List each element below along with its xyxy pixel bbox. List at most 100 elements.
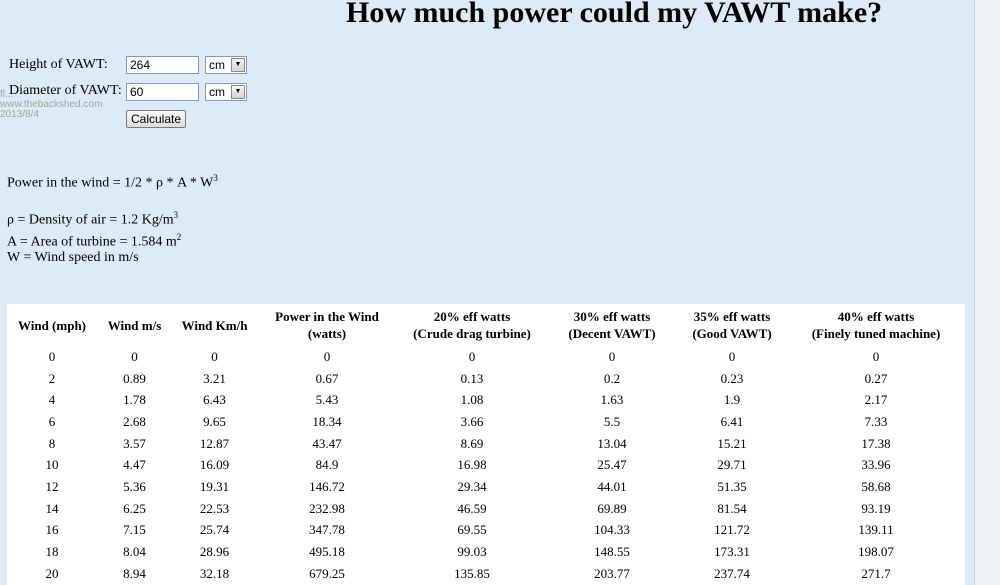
area-text: A = Area of turbine = 1.584 m	[7, 234, 177, 250]
page-title: How much power could my VAWT make?	[346, 0, 883, 29]
table-cell: 18	[45, 544, 59, 560]
table-cell: 6.25	[123, 500, 146, 516]
table-cell: 16	[45, 522, 59, 538]
column-header: 20% eff watts (Crude drag turbine)	[397, 304, 547, 346]
table-cell: 84.9	[315, 457, 339, 473]
table-cell: 15.21	[717, 435, 747, 451]
chevron-down-icon: ▼	[231, 85, 245, 99]
table-cell: 8.04	[123, 544, 146, 560]
table-cell: 28.96	[199, 544, 230, 560]
table-cell: 5.43	[315, 392, 339, 408]
table-cell: 0	[131, 348, 138, 364]
table-cell: 1.63	[600, 392, 624, 408]
density-definition: ρ = Density of air = 1.2 Kg/m3	[7, 210, 178, 229]
table-cell: 1.08	[460, 392, 484, 408]
table-cell: 69.55	[457, 522, 487, 538]
table-cell: 25.47	[597, 457, 627, 473]
table-cell: 69.89	[597, 500, 627, 516]
watermark: fl... www.thebackshed.com 2013/8/4	[0, 90, 102, 120]
table-cell: 93.19	[861, 500, 891, 516]
table-cell: 46.59	[457, 500, 487, 516]
table-cell: 29.34	[457, 478, 487, 494]
height-input[interactable]	[126, 56, 199, 74]
column-header-line: Wind (mph)	[17, 317, 87, 333]
table-cell: 12.87	[199, 435, 230, 451]
table-cell: 0.23	[720, 370, 744, 386]
table-cell: 17.38	[861, 435, 891, 451]
table-cell: 6.41	[720, 413, 744, 429]
height-unit-select[interactable]: cm ▼	[205, 56, 247, 74]
table-cell: 0.13	[460, 370, 484, 386]
table-row: 12 5.36 19.31 146.72 29.34 44.01 51.35 58.68	[7, 476, 965, 498]
watermark-line: 2013/8/4	[0, 109, 39, 120]
table-cell: 0	[48, 348, 56, 364]
table-cell: 0	[211, 348, 218, 364]
table-cell: 173.31	[714, 544, 750, 560]
table-row: 14 6.25 22.53 232.98 46.59 69.89 81.54 93.19	[7, 498, 965, 520]
density-exponent: 3	[173, 210, 179, 220]
calculate-button[interactable]: Calculate	[126, 110, 187, 128]
table-cell: 271.7	[861, 565, 891, 581]
table-cell: 0.89	[123, 370, 146, 386]
table-cell: 33.96	[861, 457, 891, 473]
table-cell: 51.35	[717, 478, 747, 494]
table-cell: 1.78	[123, 392, 146, 408]
table-cell: 679.25	[309, 565, 345, 581]
table-cell: 3.66	[460, 413, 484, 429]
table-row: 4 1.78 6.43 5.43 1.08 1.63 1.9 2.17	[7, 389, 965, 411]
table-cell: 10	[45, 457, 59, 473]
power-table: Wind (mph) Wind m/s Wind Km/h Power in the …	[7, 304, 965, 585]
height-label: Height of VAWT:	[9, 57, 108, 72]
column-header-subline: (Crude drag turbine)	[413, 326, 531, 341]
table-cell: 99.03	[457, 544, 487, 560]
chevron-down-icon: ▼	[231, 58, 245, 72]
table-cell: 44.01	[597, 478, 627, 494]
table-cell: 22.53	[199, 500, 230, 516]
height-unit-value: cm	[209, 58, 225, 72]
column-header: Wind Km/h	[172, 304, 257, 346]
table-cell: 237.74	[714, 565, 750, 581]
diameter-label: Diameter of VAWT:	[9, 83, 122, 98]
column-header-line: Wind m/s	[107, 317, 162, 333]
table-cell: 148.55	[594, 544, 630, 560]
table-row: 0 0 0 0 0 0 0 0	[7, 346, 965, 368]
area-definition: A = Area of turbine = 1.584 m2	[7, 232, 181, 251]
table-cell: 8.94	[123, 565, 146, 581]
table-cell: 198.07	[858, 544, 894, 560]
table-cell: 203.77	[594, 565, 630, 581]
table-cell: 1.9	[723, 392, 741, 408]
diameter-unit-select[interactable]: cm ▼	[205, 83, 247, 101]
table-row: 18 8.04 28.96 495.18 99.03 148.55 173.31 198.07	[7, 541, 965, 563]
table-cell: 4	[48, 392, 56, 408]
table-cell: 12	[45, 478, 59, 494]
table-row: 20 8.94 32.18 679.25 135.85 203.77 237.74 271.7	[7, 563, 965, 585]
table-body: 0 0 0 0 0 0 0 0 2 0.89 3.21 0.67 0.13 0.2 0.23 0.27 4 1.7…	[7, 346, 965, 585]
column-header-line: 30% eff watts	[573, 309, 651, 324]
table-cell: 0	[872, 348, 880, 364]
table-cell: 81.54	[717, 500, 747, 516]
table-cell: 2.68	[123, 413, 146, 429]
table-cell: 29.71	[717, 457, 747, 473]
diameter-input[interactable]	[126, 83, 199, 101]
table-cell: 0.2	[603, 370, 621, 386]
column-header: 30% eff watts (Decent VAWT)	[547, 304, 677, 346]
density-text: ρ = Density of air = 1.2 Kg/m	[7, 212, 174, 228]
table-row: 16 7.15 25.74 347.78 69.55 104.33 121.72 139.11	[7, 520, 965, 542]
table-cell: 14	[45, 500, 59, 516]
table-cell: 232.98	[309, 500, 345, 516]
table-row: 8 3.57 12.87 43.47 8.69 13.04 15.21 17.38	[7, 433, 965, 455]
column-header-subline: (watts)	[307, 326, 347, 341]
table-cell: 0	[608, 348, 616, 364]
watermark-line: fl...	[0, 89, 14, 100]
table-cell: 104.33	[594, 522, 630, 538]
table-cell: 0.67	[315, 370, 339, 386]
table-cell: 121.72	[714, 522, 750, 538]
column-header: 35% eff watts (Good VAWT)	[677, 304, 787, 346]
table-cell: 0	[728, 348, 736, 364]
power-table-container: Wind (mph) Wind m/s Wind Km/h Power in the …	[7, 304, 965, 585]
diameter-unit-value: cm	[209, 85, 225, 99]
column-header-line: Wind Km/h	[181, 317, 248, 333]
column-header: Wind m/s	[97, 304, 172, 346]
power-formula-exponent: 3	[213, 173, 218, 183]
table-cell: 2	[48, 370, 56, 386]
